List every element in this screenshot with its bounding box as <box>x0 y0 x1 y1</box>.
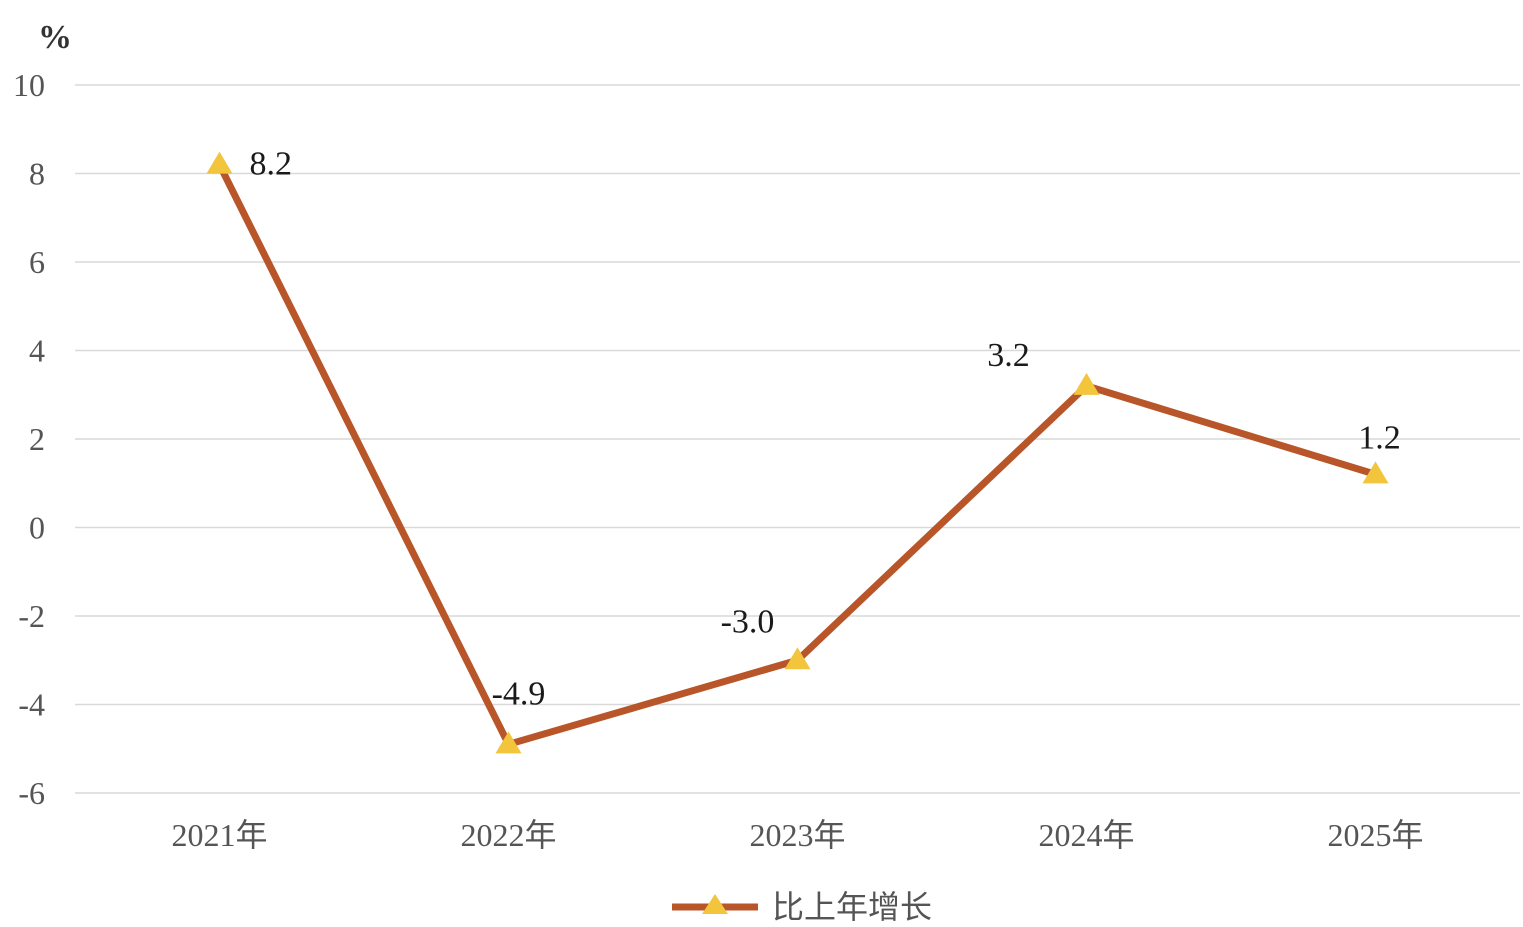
data-label: -3.0 <box>721 603 775 640</box>
y-tick-label: 10 <box>13 67 45 103</box>
gridlines <box>75 84 1520 794</box>
y-tick-label: -6 <box>18 775 45 811</box>
x-tick-label: 2023年 <box>749 817 845 853</box>
y-tick-label: 8 <box>29 156 45 192</box>
x-tick-label: 2021年 <box>171 817 267 853</box>
data-point-marker <box>1362 461 1389 484</box>
legend: 比上年增长 <box>672 888 932 926</box>
y-tick-label: 6 <box>29 244 45 280</box>
series-group <box>206 151 1389 754</box>
data-label: 1.2 <box>1358 419 1401 456</box>
data-point-marker <box>206 151 233 174</box>
legend-label: 比上年增长 <box>772 888 932 926</box>
y-tick-label: 2 <box>29 421 45 457</box>
y-axis-unit: % <box>38 19 72 56</box>
data-label: -4.9 <box>492 675 546 712</box>
data-point-marker <box>495 731 522 754</box>
y-tick-label: 0 <box>29 510 45 546</box>
y-tick-label: -4 <box>18 687 45 723</box>
x-tick-label: 2022年 <box>460 817 556 853</box>
y-axis-ticks: 10 8 6 4 2 0 -2 -4 -6 <box>13 67 45 811</box>
legend-marker-icon <box>702 894 728 914</box>
x-axis-ticks: 2021年 2022年 2023年 2024年 2025年 <box>171 817 1423 853</box>
y-tick-label: 4 <box>29 333 45 369</box>
data-point-marker <box>784 647 811 670</box>
data-point-marker <box>1073 372 1100 395</box>
x-tick-label: 2024年 <box>1038 817 1134 853</box>
y-tick-label: -2 <box>18 598 45 634</box>
data-label: 8.2 <box>250 146 293 183</box>
data-label: 3.2 <box>987 337 1030 374</box>
x-tick-label: 2025年 <box>1327 817 1423 853</box>
data-labels: 8.2 -4.9 -3.0 3.2 1.2 <box>250 146 1401 713</box>
